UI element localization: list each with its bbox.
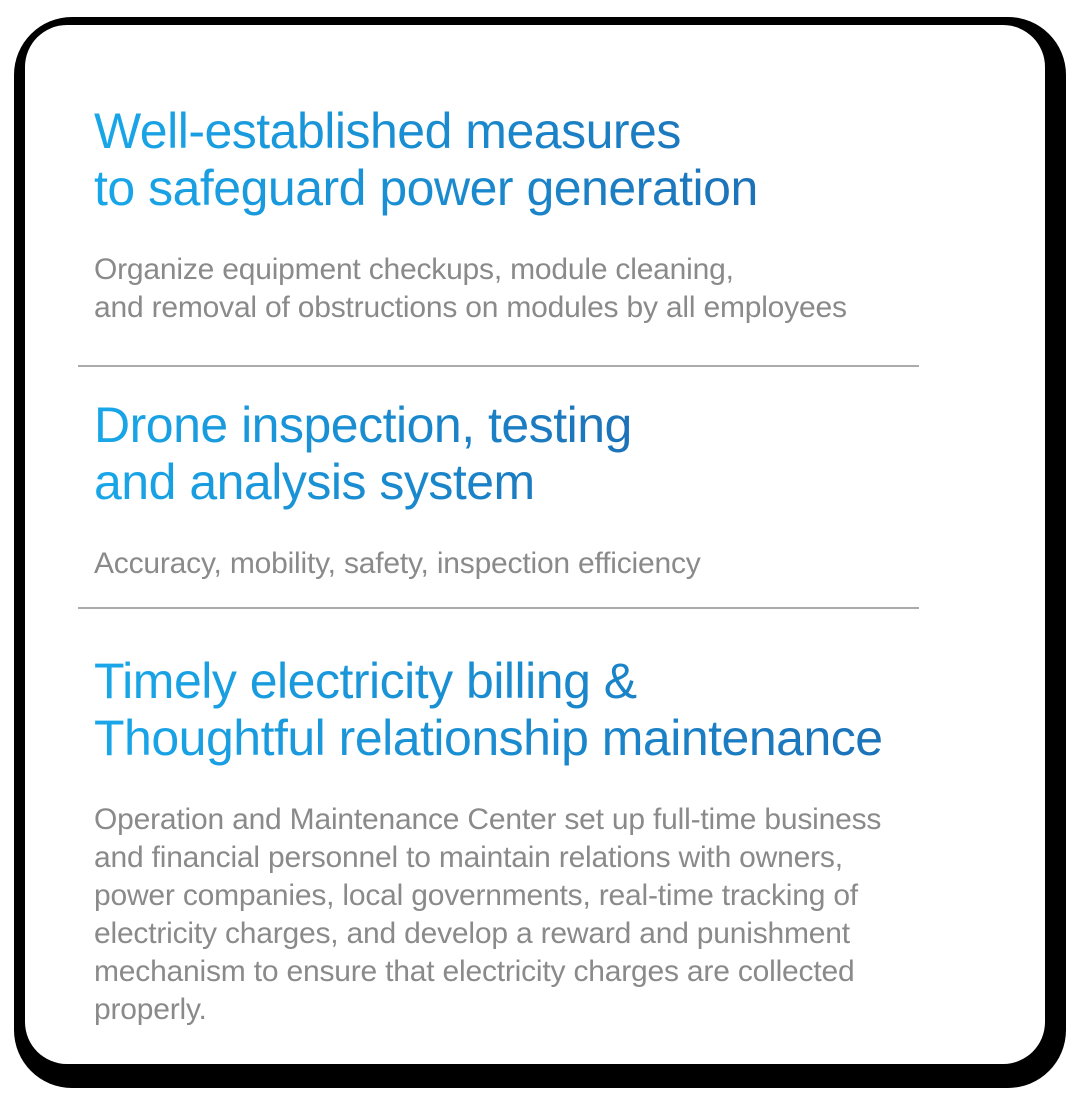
- section-body-drone-inspection: Accuracy, mobility, safety, inspection e…: [94, 547, 701, 580]
- section-heading-drone-inspection: Drone inspection, testing and analysis s…: [94, 397, 632, 510]
- section-heading-electricity-billing: Timely electricity billing & Thoughtful …: [94, 653, 883, 766]
- section-divider: [78, 607, 919, 609]
- section-body-safeguard-measures: Organize equipment checkups, module clea…: [94, 253, 847, 324]
- content-card: Well-established measures to safeguard p…: [25, 25, 1045, 1064]
- section-drone-inspection: Drone inspection, testing and analysis s…: [94, 367, 1005, 583]
- section-electricity-billing: Timely electricity billing & Thoughtful …: [94, 609, 1005, 1029]
- section-heading-safeguard-measures: Well-established measures to safeguard p…: [94, 103, 758, 216]
- section-divider: [78, 365, 919, 367]
- section-safeguard-measures: Well-established measures to safeguard p…: [94, 103, 1005, 327]
- section-body-electricity-billing: Operation and Maintenance Center set up …: [94, 803, 882, 1026]
